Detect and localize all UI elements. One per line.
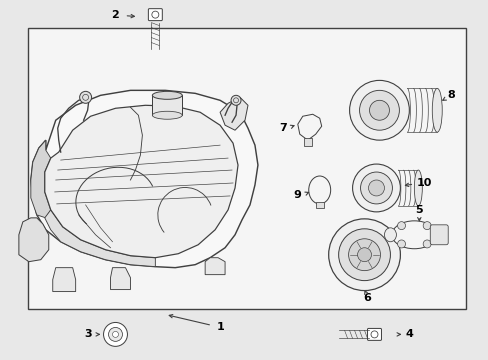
Bar	[152, 95, 182, 115]
Circle shape	[328, 219, 400, 291]
Text: 9: 9	[293, 190, 301, 200]
Ellipse shape	[413, 170, 422, 206]
Polygon shape	[205, 258, 224, 275]
Circle shape	[359, 90, 399, 130]
Circle shape	[108, 328, 122, 341]
Circle shape	[80, 91, 91, 103]
Bar	[28, 28, 465, 310]
FancyBboxPatch shape	[367, 328, 381, 340]
Text: 1: 1	[216, 323, 224, 332]
Ellipse shape	[152, 91, 182, 99]
Polygon shape	[19, 218, 49, 262]
Ellipse shape	[431, 88, 441, 132]
Ellipse shape	[391, 221, 436, 249]
Circle shape	[368, 180, 384, 196]
FancyBboxPatch shape	[148, 9, 162, 21]
Circle shape	[397, 222, 405, 230]
Circle shape	[397, 240, 405, 248]
Bar	[315, 202, 323, 208]
Circle shape	[422, 240, 430, 248]
Text: 10: 10	[416, 178, 431, 188]
Ellipse shape	[152, 111, 182, 119]
Circle shape	[338, 229, 389, 280]
Circle shape	[349, 80, 408, 140]
Text: 6: 6	[363, 293, 371, 302]
Circle shape	[348, 239, 380, 271]
Polygon shape	[45, 105, 238, 258]
Polygon shape	[45, 210, 155, 267]
Circle shape	[369, 100, 388, 120]
Text: 7: 7	[279, 123, 286, 133]
Polygon shape	[31, 90, 258, 268]
Text: 8: 8	[447, 90, 454, 100]
Polygon shape	[220, 97, 247, 130]
Polygon shape	[297, 114, 321, 140]
Circle shape	[422, 222, 430, 230]
Circle shape	[360, 172, 392, 204]
Circle shape	[352, 164, 400, 212]
Polygon shape	[31, 140, 51, 218]
Bar	[303, 138, 311, 146]
Ellipse shape	[308, 176, 330, 204]
Circle shape	[357, 248, 371, 262]
Text: 2: 2	[111, 10, 119, 20]
Circle shape	[230, 95, 241, 105]
Polygon shape	[110, 268, 130, 289]
Ellipse shape	[384, 228, 396, 242]
Text: 3: 3	[84, 329, 92, 339]
Circle shape	[112, 332, 118, 337]
Text: 4: 4	[405, 329, 412, 339]
Text: 5: 5	[415, 205, 422, 215]
FancyBboxPatch shape	[429, 225, 447, 245]
Polygon shape	[53, 268, 76, 292]
Circle shape	[103, 323, 127, 346]
